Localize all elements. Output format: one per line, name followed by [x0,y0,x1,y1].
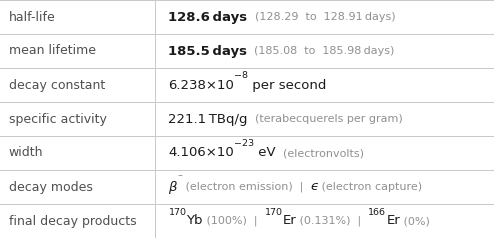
Text: ϵ: ϵ [310,180,319,193]
Text: (100%)  |: (100%) | [203,216,264,226]
Text: (128.29  to  128.91 days): (128.29 to 128.91 days) [247,12,395,22]
Text: 170: 170 [264,208,283,217]
Text: (0%): (0%) [400,216,430,226]
Text: 185.5 days: 185.5 days [168,45,247,58]
Text: specific activity: specific activity [9,113,107,125]
Text: (terabecquerels per gram): (terabecquerels per gram) [248,114,403,124]
Text: final decay products: final decay products [9,214,136,228]
Text: 128.6 days: 128.6 days [168,10,247,24]
Text: 166: 166 [369,208,386,217]
Text: per second: per second [248,79,327,91]
Text: mean lifetime: mean lifetime [9,45,96,58]
Text: −8: −8 [234,71,248,80]
Text: (185.08  to  185.98 days): (185.08 to 185.98 days) [247,46,395,56]
Text: 170: 170 [168,208,186,217]
Text: 4.106×10: 4.106×10 [168,147,234,159]
Text: ⁻: ⁻ [177,173,182,182]
Text: eV: eV [254,147,276,159]
Text: half-life: half-life [9,10,56,24]
Text: (electronvolts): (electronvolts) [276,148,364,158]
Text: (electron capture): (electron capture) [319,182,422,192]
Text: Yb: Yb [186,214,203,228]
Text: (electron emission)  |: (electron emission) | [182,182,310,192]
Text: width: width [9,147,43,159]
Text: β: β [168,180,177,193]
Text: decay constant: decay constant [9,79,105,91]
Text: (0.131%)  |: (0.131%) | [296,216,369,226]
Text: 221.1 TBq/g: 221.1 TBq/g [168,113,248,125]
Text: 6.238×10: 6.238×10 [168,79,234,91]
Text: Er: Er [386,214,400,228]
Text: decay modes: decay modes [9,180,93,193]
Text: −23: −23 [234,139,254,148]
Text: Er: Er [283,214,296,228]
